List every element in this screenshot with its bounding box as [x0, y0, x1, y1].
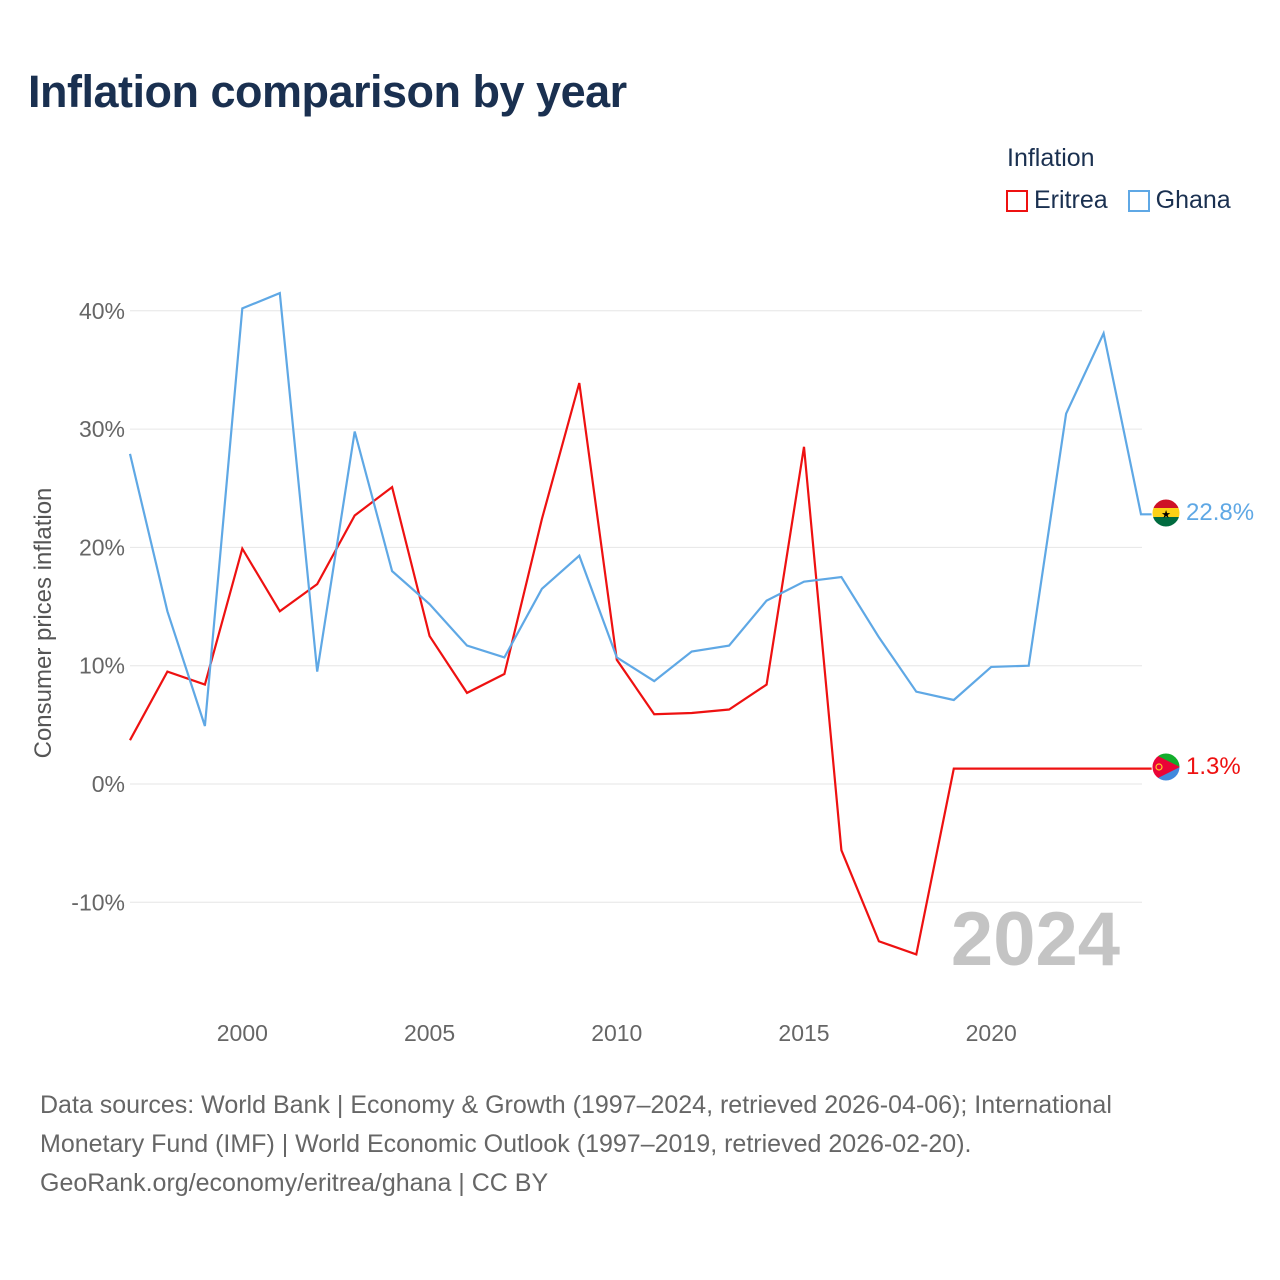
legend-swatch-ghana — [1127, 189, 1150, 212]
legend-label-eritrea: Eritrea — [1034, 186, 1108, 214]
eritrea-end-label: 1.3% — [1186, 753, 1241, 780]
legend-label-ghana: Ghana — [1155, 186, 1231, 214]
x-tick-label: 2020 — [966, 1020, 1017, 1046]
legend-item-eritrea[interactable]: Eritrea — [1006, 186, 1108, 215]
legend-item-ghana[interactable]: Ghana — [1127, 186, 1231, 215]
chart-title: Inflation comparison by year — [28, 66, 627, 117]
x-tick-label: 2015 — [778, 1020, 829, 1046]
x-tick-label: 2005 — [404, 1020, 455, 1046]
eritrea-flag-ring — [1151, 752, 1181, 782]
svg-text:★: ★ — [1161, 508, 1171, 521]
x-tick-label: 2010 — [591, 1020, 642, 1046]
footer-line-1: Data sources: World Bank | Economy & Gro… — [40, 1091, 1112, 1119]
inflation-line-chart: 40%30%20%10%0%-10% 2000 2005 2010 2015 2020 … — [30, 291, 1254, 1046]
y-tick-label: 30% — [79, 416, 125, 442]
ghana-flag-ring — [1151, 498, 1181, 528]
footer-sources: Data sources: World Bank | Economy & Gro… — [40, 1086, 1200, 1203]
legend: Eritrea Ghana — [1006, 186, 1231, 215]
footer-line-3[interactable]: GeoRank.org/economy/eritrea/ghana | CC B… — [40, 1169, 549, 1197]
y-tick-label: 10% — [79, 653, 125, 679]
y-tick-label: 40% — [79, 298, 125, 324]
y-tick-label: 0% — [92, 771, 125, 797]
year-watermark: 2024 — [951, 897, 1120, 982]
legend-title: Inflation — [1007, 144, 1095, 172]
x-tick-label: 2000 — [217, 1020, 268, 1046]
ghana-flag: ★ — [1152, 499, 1180, 527]
y-axis-label: Consumer prices inflation — [30, 488, 57, 759]
eritrea-flag — [1152, 753, 1180, 781]
footer-line-2: Monetary Fund (IMF) | World Economic Out… — [40, 1130, 972, 1158]
y-tick-label: 20% — [79, 534, 125, 560]
legend-swatch-eritrea — [1006, 189, 1028, 212]
series-line-ghana[interactable] — [128, 291, 1152, 727]
ghana-end-label: 22.8% — [1186, 499, 1254, 526]
y-tick-label: -10% — [71, 889, 125, 915]
series-line-eritrea[interactable] — [129, 382, 1152, 956]
